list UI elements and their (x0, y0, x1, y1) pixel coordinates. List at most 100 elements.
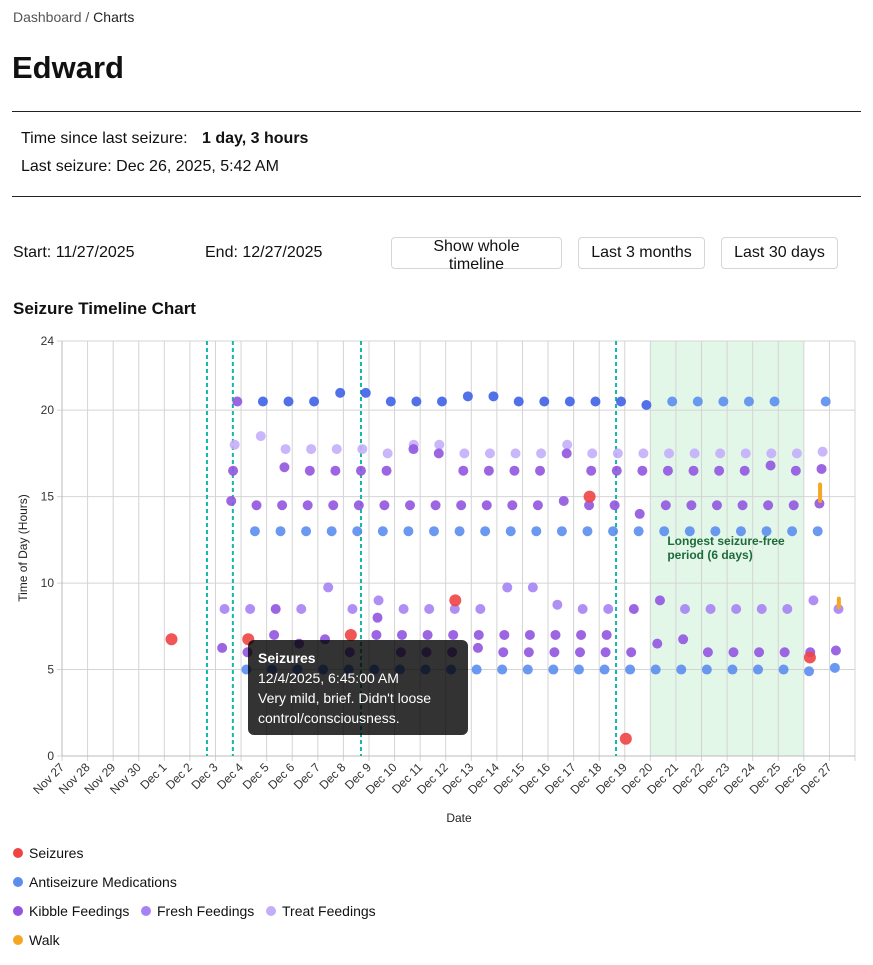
kibble-feedings-point[interactable] (433, 448, 444, 459)
kibble-feedings-point[interactable] (549, 647, 560, 658)
fresh-feedings-point[interactable] (347, 604, 358, 615)
kibble-feedings-point[interactable] (381, 465, 392, 476)
kibble-feedings-point[interactable] (330, 465, 341, 476)
kibble-feedings-point[interactable] (634, 508, 645, 519)
antiseizure-medications-point[interactable] (283, 396, 294, 407)
fresh-feedings-point[interactable] (398, 604, 409, 615)
kibble-feedings-point[interactable] (830, 645, 841, 656)
treat-feedings-point[interactable] (562, 439, 573, 450)
legend-kibble[interactable]: Kibble Feedings (13, 903, 129, 919)
antiseizure-medications-point[interactable] (633, 526, 644, 537)
kibble-feedings-point[interactable] (304, 465, 315, 476)
fresh-feedings-point[interactable] (552, 599, 563, 610)
kibble-feedings-point[interactable] (483, 465, 494, 476)
kibble-feedings-point[interactable] (626, 647, 637, 658)
kibble-feedings-point[interactable] (686, 500, 697, 511)
antiseizure-medications-point[interactable] (531, 526, 542, 537)
kibble-feedings-point[interactable] (532, 500, 543, 511)
kibble-feedings-point[interactable] (611, 465, 622, 476)
antiseizure-medications-point[interactable] (249, 526, 260, 537)
antiseizure-medications-point[interactable] (573, 664, 584, 675)
legend-walk[interactable]: Walk (13, 932, 60, 948)
kibble-feedings-point[interactable] (226, 495, 237, 506)
antiseizure-medications-point[interactable] (428, 526, 439, 537)
last-3-months-button[interactable]: Last 3 months (578, 237, 705, 269)
kibble-feedings-point[interactable] (739, 465, 750, 476)
antiseizure-medications-point[interactable] (454, 526, 465, 537)
treat-feedings-point[interactable] (638, 448, 649, 459)
last-30-days-button[interactable]: Last 30 days (721, 237, 838, 269)
antiseizure-medications-point[interactable] (692, 396, 703, 407)
kibble-feedings-point[interactable] (379, 500, 390, 511)
kibble-feedings-point[interactable] (609, 500, 620, 511)
legend-seizures[interactable]: Seizures (13, 845, 83, 861)
treat-feedings-point[interactable] (536, 448, 547, 459)
antiseizure-medications-point[interactable] (804, 666, 815, 677)
fresh-feedings-point[interactable] (679, 604, 690, 615)
antiseizure-medications-point[interactable] (625, 664, 636, 675)
antiseizure-medications-point[interactable] (659, 526, 670, 537)
fresh-feedings-point[interactable] (808, 595, 819, 606)
treat-feedings-point[interactable] (331, 444, 342, 455)
antiseizure-medications-point[interactable] (411, 396, 422, 407)
antiseizure-medications-point[interactable] (360, 387, 371, 398)
kibble-feedings-point[interactable] (737, 500, 748, 511)
seizures-point[interactable] (344, 628, 357, 641)
fresh-feedings-point[interactable] (219, 604, 230, 615)
kibble-feedings-point[interactable] (507, 500, 518, 511)
antiseizure-medications-point[interactable] (787, 526, 798, 537)
kibble-feedings-point[interactable] (816, 463, 827, 474)
antiseizure-medications-point[interactable] (377, 526, 388, 537)
antiseizure-medications-point[interactable] (564, 396, 575, 407)
fresh-feedings-point[interactable] (577, 604, 588, 615)
antiseizure-medications-point[interactable] (522, 664, 533, 675)
seizures-point[interactable] (583, 490, 596, 503)
kibble-feedings-point[interactable] (458, 465, 469, 476)
seizures-point[interactable] (619, 732, 632, 745)
treat-feedings-point[interactable] (459, 448, 470, 459)
kibble-feedings-point[interactable] (302, 500, 313, 511)
treat-feedings-point[interactable] (766, 448, 777, 459)
treat-feedings-point[interactable] (280, 444, 291, 455)
antiseizure-medications-point[interactable] (301, 526, 312, 537)
treat-feedings-point[interactable] (484, 448, 495, 459)
treat-feedings-point[interactable] (715, 448, 726, 459)
treat-feedings-point[interactable] (612, 448, 623, 459)
fresh-feedings-point[interactable] (245, 604, 256, 615)
fresh-feedings-point[interactable] (782, 604, 793, 615)
antiseizure-medications-point[interactable] (701, 664, 712, 675)
seizures-point[interactable] (803, 651, 816, 664)
treat-feedings-point[interactable] (306, 444, 317, 455)
treat-feedings-point[interactable] (357, 444, 368, 455)
kibble-feedings-point[interactable] (397, 629, 408, 640)
kibble-feedings-point[interactable] (524, 629, 535, 640)
antiseizure-medications-point[interactable] (385, 396, 396, 407)
antiseizure-medications-point[interactable] (710, 526, 721, 537)
fresh-feedings-point[interactable] (424, 604, 435, 615)
kibble-feedings-point[interactable] (535, 465, 546, 476)
kibble-feedings-point[interactable] (481, 500, 492, 511)
kibble-feedings-point[interactable] (654, 595, 665, 606)
kibble-feedings-point[interactable] (408, 444, 419, 455)
legend-treat[interactable]: Treat Feedings (266, 903, 376, 919)
antiseizure-medications-point[interactable] (488, 391, 499, 402)
kibble-feedings-point[interactable] (217, 642, 228, 653)
antiseizure-medications-point[interactable] (403, 526, 414, 537)
fresh-feedings-point[interactable] (449, 604, 460, 615)
fresh-feedings-point[interactable] (323, 582, 334, 593)
antiseizure-medications-point[interactable] (812, 526, 823, 537)
kibble-feedings-point[interactable] (575, 647, 586, 658)
kibble-feedings-point[interactable] (714, 465, 725, 476)
breadcrumb-dashboard-link[interactable]: Dashboard (13, 9, 82, 25)
antiseizure-medications-point[interactable] (257, 396, 268, 407)
kibble-feedings-point[interactable] (499, 629, 510, 640)
kibble-feedings-point[interactable] (277, 500, 288, 511)
treat-feedings-point[interactable] (740, 448, 751, 459)
fresh-feedings-point[interactable] (756, 604, 767, 615)
treat-feedings-point[interactable] (689, 448, 700, 459)
antiseizure-medications-point[interactable] (539, 396, 550, 407)
antiseizure-medications-point[interactable] (650, 664, 661, 675)
kibble-feedings-point[interactable] (279, 462, 290, 473)
kibble-feedings-point[interactable] (232, 396, 243, 407)
antiseizure-medications-point[interactable] (480, 526, 491, 537)
